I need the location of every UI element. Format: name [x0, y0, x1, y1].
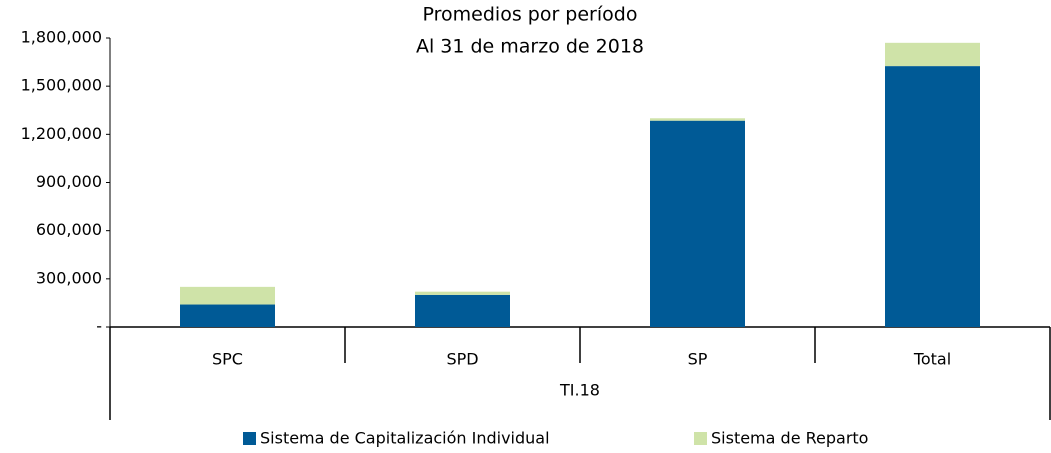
bar-segment — [885, 66, 980, 327]
bar-segment — [650, 118, 745, 121]
legend-swatch — [694, 432, 707, 445]
legend-label: Sistema de Capitalización Individual — [260, 429, 550, 448]
chart-title: Promedios por período — [423, 4, 638, 26]
x-tick-label: SPD — [446, 350, 478, 369]
legend-swatch — [243, 432, 256, 445]
y-tick-label: 900,000 — [36, 172, 102, 191]
bar-segment — [415, 294, 510, 327]
bar-segment — [415, 291, 510, 295]
y-tick-label: 1,500,000 — [21, 76, 102, 95]
legend-label: Sistema de Reparto — [711, 429, 868, 448]
bar-segment — [180, 286, 275, 305]
y-tick-label: 1,200,000 — [21, 124, 102, 143]
y-tick-label: - — [96, 317, 102, 336]
group-label: TI.18 — [559, 381, 600, 400]
x-tick-label: SP — [688, 350, 708, 369]
chart-subtitle: Al 31 de marzo de 2018 — [416, 36, 644, 58]
x-tick-label: Total — [913, 350, 951, 369]
y-tick-label: 600,000 — [36, 220, 102, 239]
bar-segment — [885, 42, 980, 67]
y-tick-label: 300,000 — [36, 268, 102, 287]
bar-segment — [180, 304, 275, 327]
y-tick-label: 1,800,000 — [21, 28, 102, 47]
bar-segment — [650, 120, 745, 327]
x-tick-label: SPC — [212, 350, 243, 369]
